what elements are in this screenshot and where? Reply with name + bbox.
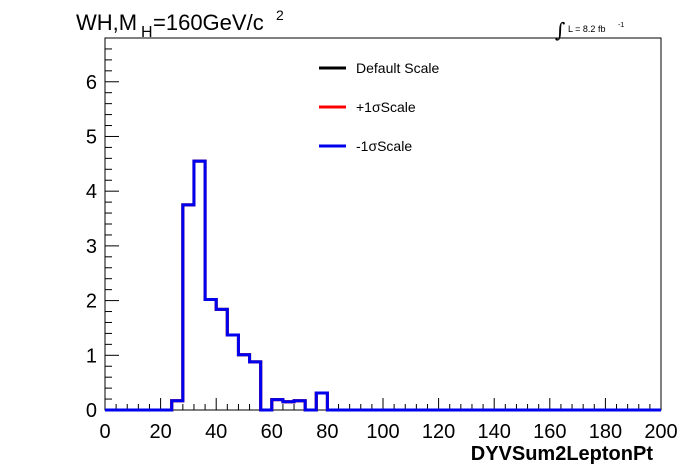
chart-title: WH,M H =160GeV/c 2	[76, 7, 284, 41]
x-axis-label: DYVSum2LeptonPt	[471, 443, 654, 465]
x-tick-label: 0	[99, 421, 110, 443]
y-tick-label: 4	[86, 181, 97, 203]
lumi-superscript: -1	[618, 22, 624, 29]
x-axis: 0 20 40 60 80 100 120 140 160 180 200	[99, 398, 678, 443]
x-tick-label: 100	[366, 421, 399, 443]
histogram-line-plus1sigma	[105, 159, 661, 412]
title-rest: =160GeV/c	[153, 10, 264, 35]
title-subscript: H	[141, 24, 153, 41]
y-tick-label: 2	[86, 291, 97, 313]
x-tick-label: 60	[261, 421, 283, 443]
x-tick-label: 200	[644, 421, 677, 443]
y-axis: 0 1 2 3 4 5 6	[86, 37, 119, 422]
histogram-line-default	[105, 159, 661, 412]
plot-frame	[104, 37, 662, 411]
histogram-series	[105, 159, 661, 412]
title-superscript: 2	[276, 7, 284, 23]
x-tick-label: 180	[589, 421, 622, 443]
y-tick-label: 3	[86, 236, 97, 258]
title-main: WH,M	[76, 10, 137, 35]
x-tick-label: 20	[149, 421, 171, 443]
legend-label-default: Default Scale	[356, 60, 439, 76]
y-tick-label: 1	[86, 345, 97, 367]
integral-symbol: ∫	[555, 18, 565, 42]
x-tick-label: 40	[205, 421, 227, 443]
x-tick-label: 120	[422, 421, 455, 443]
x-tick-label: 80	[316, 421, 338, 443]
y-tick-label: 6	[86, 72, 97, 94]
legend: Default Scale +1σScale -1σScale	[319, 60, 439, 154]
y-tick-label: 0	[86, 400, 97, 422]
lumi-text: L = 8.2 fb	[568, 24, 605, 34]
legend-label-plus1sigma: +1σScale	[356, 99, 416, 115]
lumi-label: ∫ L = 8.2 fb -1	[555, 18, 624, 42]
legend-label-minus1sigma: -1σScale	[356, 138, 412, 154]
histogram-line-minus1sigma	[105, 159, 661, 412]
x-tick-label: 140	[478, 421, 511, 443]
y-tick-label: 5	[86, 126, 97, 148]
x-tick-label: 160	[533, 421, 566, 443]
